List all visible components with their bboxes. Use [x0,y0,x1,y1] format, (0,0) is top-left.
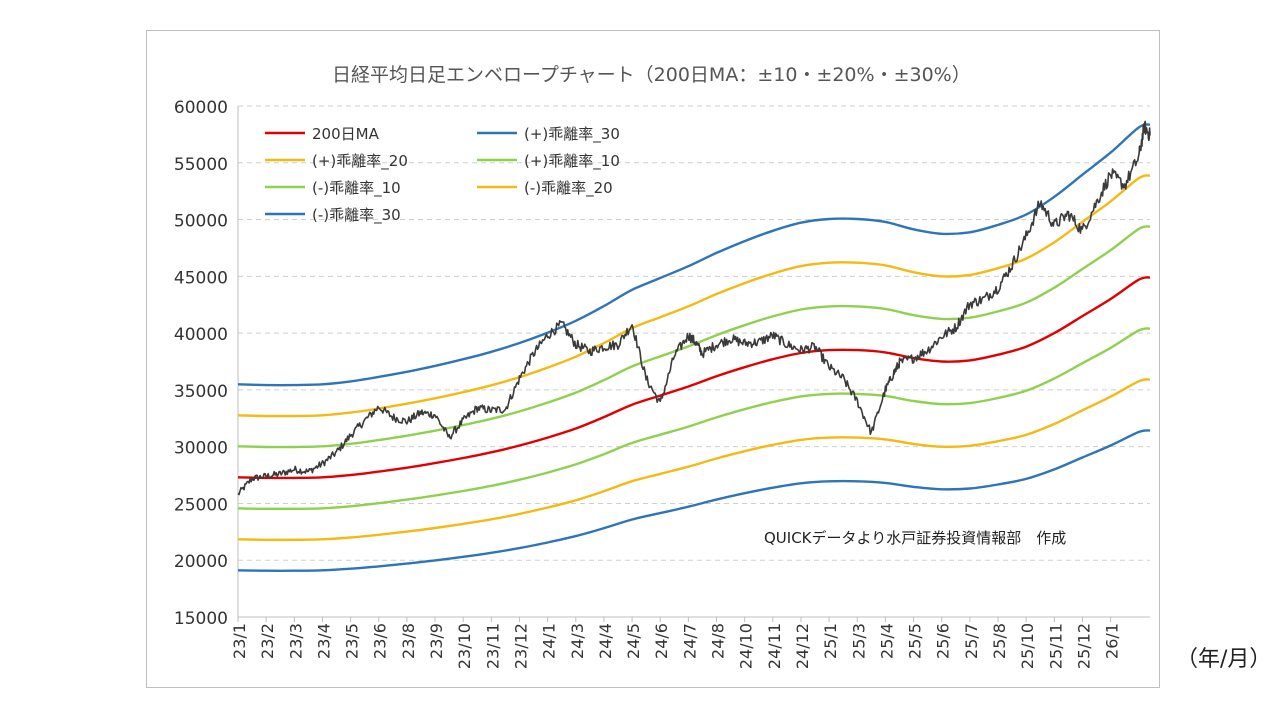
x-tick-label: 25/12 [1074,623,1093,669]
legend-item: (+)乖離率_30 [477,125,620,144]
chart-title: 日経平均日足エンベロープチャート（200日MA：±10・±20%・±30%） [332,64,971,86]
envelope-line [237,429,1151,572]
x-tick-label: 23/12 [511,623,530,669]
x-tick-label: 23/9 [427,623,446,659]
envelope-line [237,378,1151,542]
x-tick-label: 24/11 [765,623,784,669]
legend-label: (-)乖離率_20 [524,179,613,198]
x-tick-label: 23/6 [371,623,390,659]
x-tick-label: 25/7 [962,623,981,659]
source-annotation: QUICKデータより水戸証券投資情報部 作成 [764,529,1066,547]
y-tick-label: 60000 [174,98,228,118]
x-tick-label: 25/3 [849,623,868,659]
legend-label: (+)乖離率_20 [312,152,408,171]
y-tick-label: 45000 [174,268,228,288]
legend-item: (+)乖離率_10 [477,152,620,171]
x-tick-label: 25/4 [877,623,896,659]
envelope-line [237,327,1151,511]
x-tick-label: 24/4 [596,623,615,659]
x-tick-label: 23/1 [230,623,249,659]
y-tick-label: 55000 [174,155,228,175]
legend-label: (+)乖離率_10 [524,152,620,171]
y-tick-label: 30000 [174,439,228,459]
x-tick-label: 24/8 [709,623,728,659]
x-tick-label: 23/10 [455,623,474,669]
legend-label: (-)乖離率_10 [312,179,401,198]
axis-layer: 15000 20000 25000 30000 35000 40000 45000 50000… [174,98,1150,669]
y-tick-label: 20000 [174,552,228,572]
legend: 200日MA (+)乖離率_30 (+)乖離率_20 (+)乖離率_10 (-)乖離率_… [265,125,620,225]
legend-item: 200日MA [265,125,380,143]
x-tick-label: 24/1 [540,623,559,659]
chart-frame: 日経平均日足エンベロープチャート（200日MA：±10・±20%・±30%） 1… [146,30,1160,688]
x-tick-label: 24/7 [680,623,699,659]
x-tick-label: 26/1 [1103,623,1122,659]
x-tick-label: 24/10 [737,623,756,669]
x-tick-label: 25/1 [821,623,840,659]
x-tick-label: 25/6 [934,623,953,659]
legend-item: (-)乖離率_20 [477,179,613,198]
x-tick-label: 24/5 [624,623,643,659]
x-tick-label: 23/5 [343,623,362,659]
nikkei-price-line [237,120,1151,496]
y-tick-label: 25000 [174,495,228,515]
envelope-chart: 日経平均日足エンベロープチャート（200日MA：±10・±20%・±30%） 1… [174,64,1151,669]
ma200-line [237,276,1151,480]
x-tick-label: 24/12 [793,623,812,669]
x-tick-label: 23/11 [483,623,502,669]
x-tick-label: 24/3 [568,623,587,659]
x-tick-label: 23/3 [286,623,305,659]
y-tick-label: 50000 [174,212,228,232]
x-unit-label: （年/月） [1176,647,1272,672]
envelope-line [237,225,1151,449]
series-layer [237,120,1151,572]
x-tick-label: 23/2 [258,623,277,659]
legend-label: (+)乖離率_30 [524,125,620,144]
y-tick-label: 35000 [174,382,228,402]
y-tick-label: 15000 [174,609,228,629]
grid-layer [238,105,1150,561]
x-tick-label: 25/5 [906,623,925,659]
x-tick-label: 23/4 [314,623,333,659]
legend-item: (-)乖離率_10 [265,179,401,198]
x-tick-label: 23/8 [399,623,418,659]
legend-item: (+)乖離率_20 [265,152,408,171]
x-tick-label: 25/11 [1046,623,1065,669]
x-tick-label: 24/6 [652,623,671,659]
x-tick-label: 25/10 [1018,623,1037,669]
legend-label: 200日MA [312,125,380,143]
envelope-line [237,123,1151,387]
x-tick-label: 25/8 [990,623,1009,659]
legend-item: (-)乖離率_30 [265,206,401,225]
y-tick-label: 40000 [174,325,228,345]
legend-label: (-)乖離率_30 [312,206,401,225]
